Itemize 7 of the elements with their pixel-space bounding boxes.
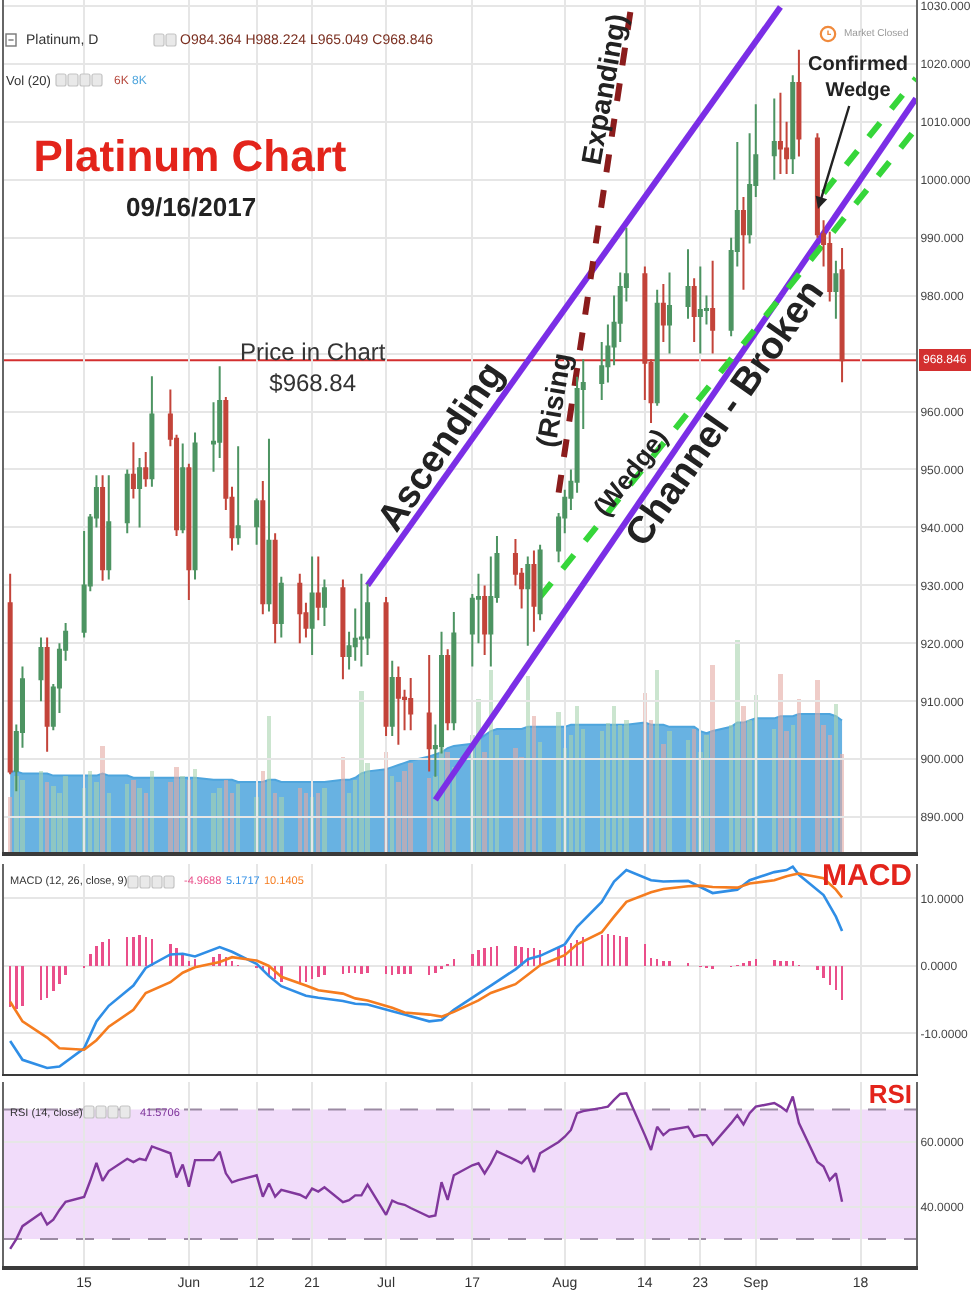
- text: Platinum Chart: [33, 131, 348, 182]
- text: 09/16/2017: [126, 192, 257, 222]
- annotation: (Rising: [529, 350, 578, 450]
- annotation: Price in Chart $968.84: [240, 338, 387, 398]
- annotation: Confirmed Wedge: [808, 54, 908, 102]
- chart-title: RSI: [868, 1079, 912, 1110]
- chart-title: MACD: [822, 858, 913, 893]
